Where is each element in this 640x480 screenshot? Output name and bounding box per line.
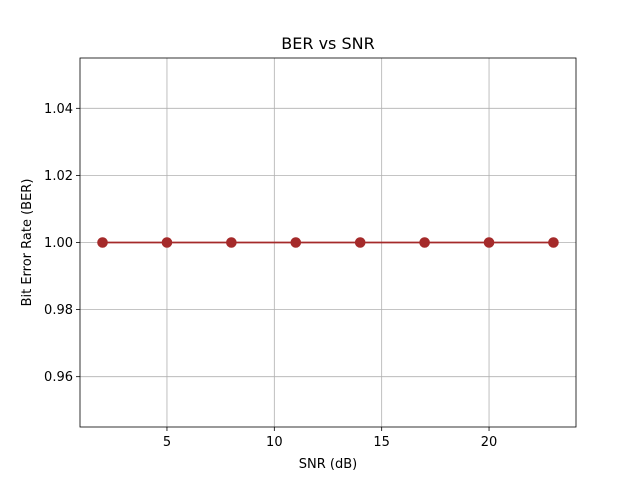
data-point — [483, 237, 495, 248]
y-axis-label: Bit Error Rate (BER) — [20, 179, 35, 307]
x-axis: 5 10 15 20 — [163, 427, 497, 450]
chart-title: BER vs SNR — [281, 34, 374, 53]
y-axis: 0.96 0.98 1.00 1.02 1.04 — [44, 102, 80, 385]
x-tick-label: 20 — [481, 435, 498, 450]
x-tick-label: 10 — [266, 435, 283, 450]
data-point — [161, 237, 173, 248]
data-point — [97, 237, 108, 248]
x-axis-label: SNR (dB) — [299, 457, 357, 472]
data-point — [354, 237, 366, 248]
series-layer — [97, 237, 559, 248]
data-point — [419, 237, 430, 248]
y-tick-label: 1.00 — [44, 236, 73, 251]
data-point — [226, 237, 237, 248]
x-tick-label: 15 — [373, 435, 390, 450]
x-tick-label: 5 — [163, 435, 171, 450]
y-tick-label: 1.04 — [44, 102, 73, 117]
y-tick-label: 0.96 — [44, 370, 73, 385]
y-tick-label: 1.02 — [44, 169, 73, 184]
data-point — [290, 237, 302, 248]
y-tick-label: 0.98 — [44, 303, 73, 318]
data-point — [548, 237, 559, 248]
